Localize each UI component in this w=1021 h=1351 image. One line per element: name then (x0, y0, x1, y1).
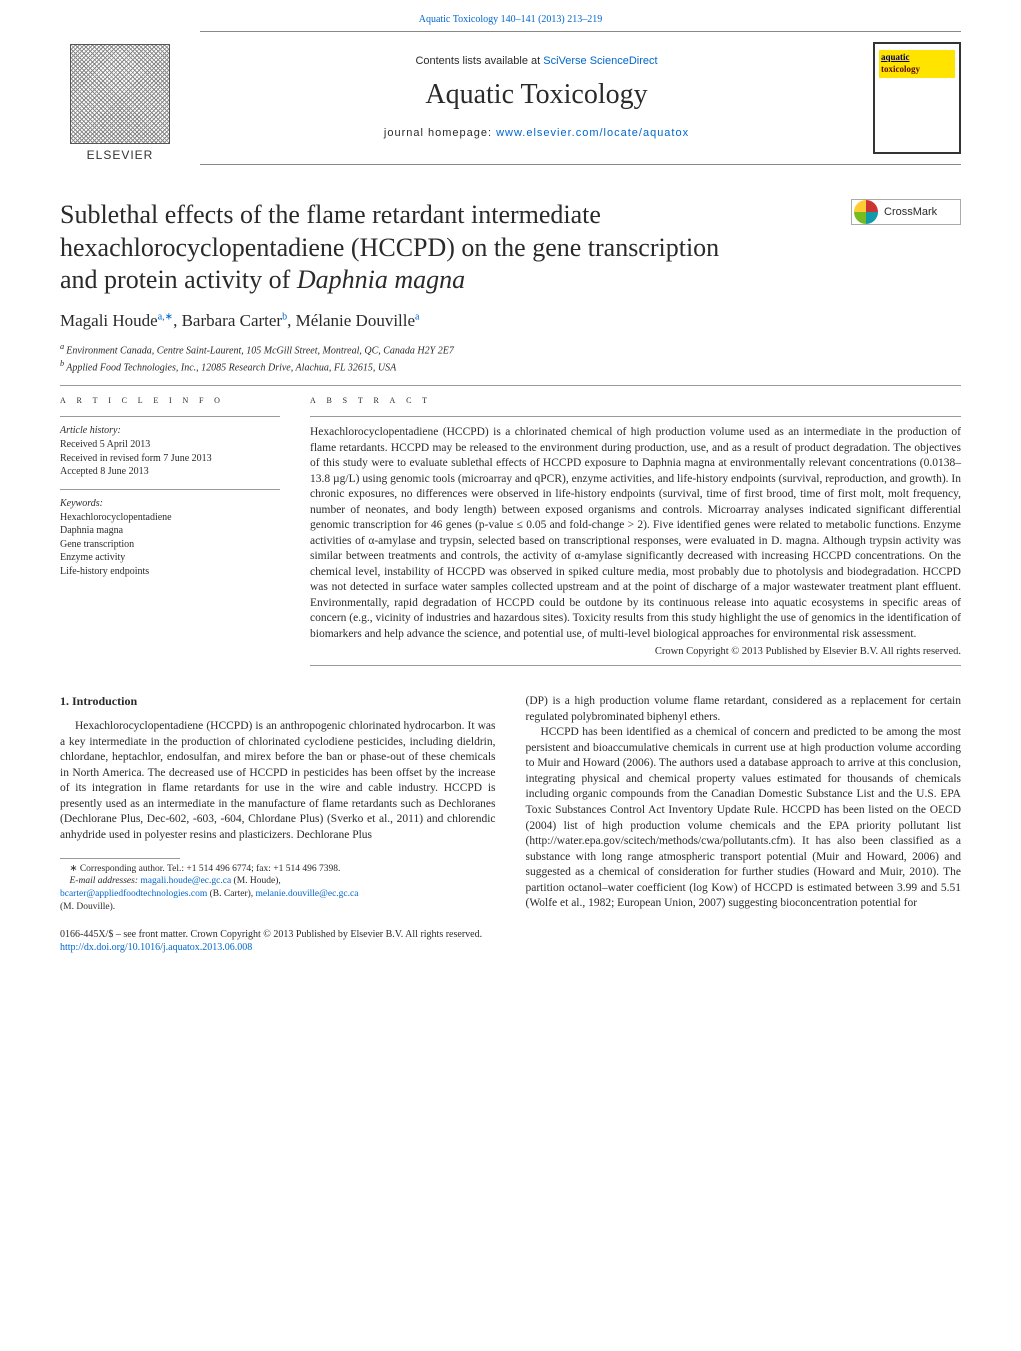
article-header: CrossMark Sublethal effects of the flame… (0, 165, 1021, 386)
affil-a: Environment Canada, Centre Saint-Laurent… (66, 345, 454, 356)
email-label: E-mail addresses: (70, 876, 141, 886)
rule (310, 665, 961, 666)
footer-doi[interactable]: http://dx.doi.org/10.1016/j.aquatox.2013… (60, 942, 252, 953)
sciencedirect-link[interactable]: SciVerse ScienceDirect (543, 55, 657, 67)
masthead: ELSEVIER Contents lists available at Sci… (0, 32, 1021, 162)
contents-prefix: Contents lists available at (415, 55, 543, 67)
rule (60, 416, 280, 417)
page-footer: 0166-445X/$ – see front matter. Crown Co… (0, 914, 1021, 955)
article-info: a r t i c l e i n f o Article history: R… (60, 394, 280, 674)
email-3-who: (M. Douville). (60, 902, 115, 912)
section-1-heading: 1. Introduction (60, 694, 496, 709)
title-species: Daphnia magna (297, 265, 465, 294)
email-1[interactable]: magali.houde@ec.gc.ca (140, 876, 231, 886)
rule (310, 416, 961, 417)
homepage-prefix: journal homepage: (384, 127, 496, 139)
email-2[interactable]: bcarter@appliedfoodtechnologies.com (60, 889, 207, 899)
paper-title: Sublethal effects of the flame retardant… (60, 199, 820, 297)
abstract-copyright: Crown Copyright © 2013 Published by Else… (310, 646, 961, 657)
author-1: Magali Houde (60, 311, 158, 330)
email-2-who: (B. Carter), (207, 889, 255, 899)
masthead-center: Contents lists available at SciVerse Sci… (200, 32, 873, 162)
crossmark-badge[interactable]: CrossMark (851, 199, 961, 225)
keywords-label: Keywords: (60, 498, 280, 509)
crossmark-label: CrossMark (884, 206, 937, 218)
info-abstract-row: a r t i c l e i n f o Article history: R… (0, 394, 1021, 674)
article-info-heading: a r t i c l e i n f o (60, 394, 280, 406)
abstract-heading: a b s t r a c t (310, 394, 961, 406)
contents-line: Contents lists available at SciVerse Sci… (415, 55, 657, 67)
running-head: Aquatic Toxicology 140–141 (2013) 213–21… (0, 0, 1021, 31)
affiliations: a Environment Canada, Centre Saint-Laure… (60, 341, 961, 376)
cover-word-1: aquatic (881, 52, 910, 62)
abstract: a b s t r a c t Hexachlorocyclopentadien… (310, 394, 961, 674)
journal-cover-thumb: aquatic toxicology (873, 42, 961, 154)
body-col-left: 1. Introduction Hexachlorocyclopentadien… (60, 694, 496, 913)
history-text: Received 5 April 2013 Received in revise… (60, 438, 280, 479)
email-3[interactable]: melanie.douville@ec.gc.ca (256, 889, 359, 899)
publisher-name: ELSEVIER (87, 148, 154, 162)
journal-title: Aquatic Toxicology (425, 79, 647, 111)
cover-word-2: toxicology (881, 64, 920, 74)
publisher-logo: ELSEVIER (60, 32, 180, 162)
author-2-affil: b (282, 311, 287, 322)
rule (60, 489, 280, 490)
author-2: Barbara Carter (182, 311, 283, 330)
crossmark-icon (854, 200, 878, 224)
title-line2: hexachlorocyclopentadiene (HCCPD) on the… (60, 233, 719, 262)
footnote-rule (60, 858, 180, 859)
email-1-who: (M. Houde), (231, 876, 281, 886)
issue-link[interactable]: Aquatic Toxicology 140–141 (2013) 213–21… (419, 14, 603, 25)
rule (60, 385, 961, 386)
title-line1: Sublethal effects of the flame retardant… (60, 200, 601, 229)
intro-para-2: HCCPD has been identified as a chemical … (526, 725, 962, 911)
affil-b: Applied Food Technologies, Inc., 12085 R… (66, 362, 396, 373)
homepage-line: journal homepage: www.elsevier.com/locat… (384, 127, 689, 139)
homepage-link[interactable]: www.elsevier.com/locate/aquatox (496, 127, 689, 139)
history-label: Article history: (60, 425, 280, 436)
author-3: Mélanie Douville (296, 311, 415, 330)
intro-para-1: Hexachlorocyclopentadiene (HCCPD) is an … (60, 719, 496, 843)
email-addresses: E-mail addresses: magali.houde@ec.gc.ca … (60, 875, 496, 913)
keywords-text: Hexachlorocyclopentadiene Daphnia magna … (60, 511, 280, 579)
body-columns: 1. Introduction Hexachlorocyclopentadien… (0, 674, 1021, 913)
footer-copyright: 0166-445X/$ – see front matter. Crown Co… (60, 928, 961, 942)
elsevier-tree-icon (70, 44, 170, 144)
abstract-text: Hexachlorocyclopentadiene (HCCPD) is a c… (310, 425, 961, 642)
corresponding-author: ∗ Corresponding author. Tel.: +1 514 496… (60, 863, 496, 876)
author-1-affil: a,∗ (158, 311, 173, 322)
author-3-affil: a (415, 311, 419, 322)
body-col-right: (DP) is a high production volume flame r… (526, 694, 962, 913)
intro-para-cont: (DP) is a high production volume flame r… (526, 694, 962, 725)
authors: Magali Houdea,∗, Barbara Carterb, Mélani… (60, 311, 961, 331)
title-line3: and protein activity of (60, 265, 297, 294)
